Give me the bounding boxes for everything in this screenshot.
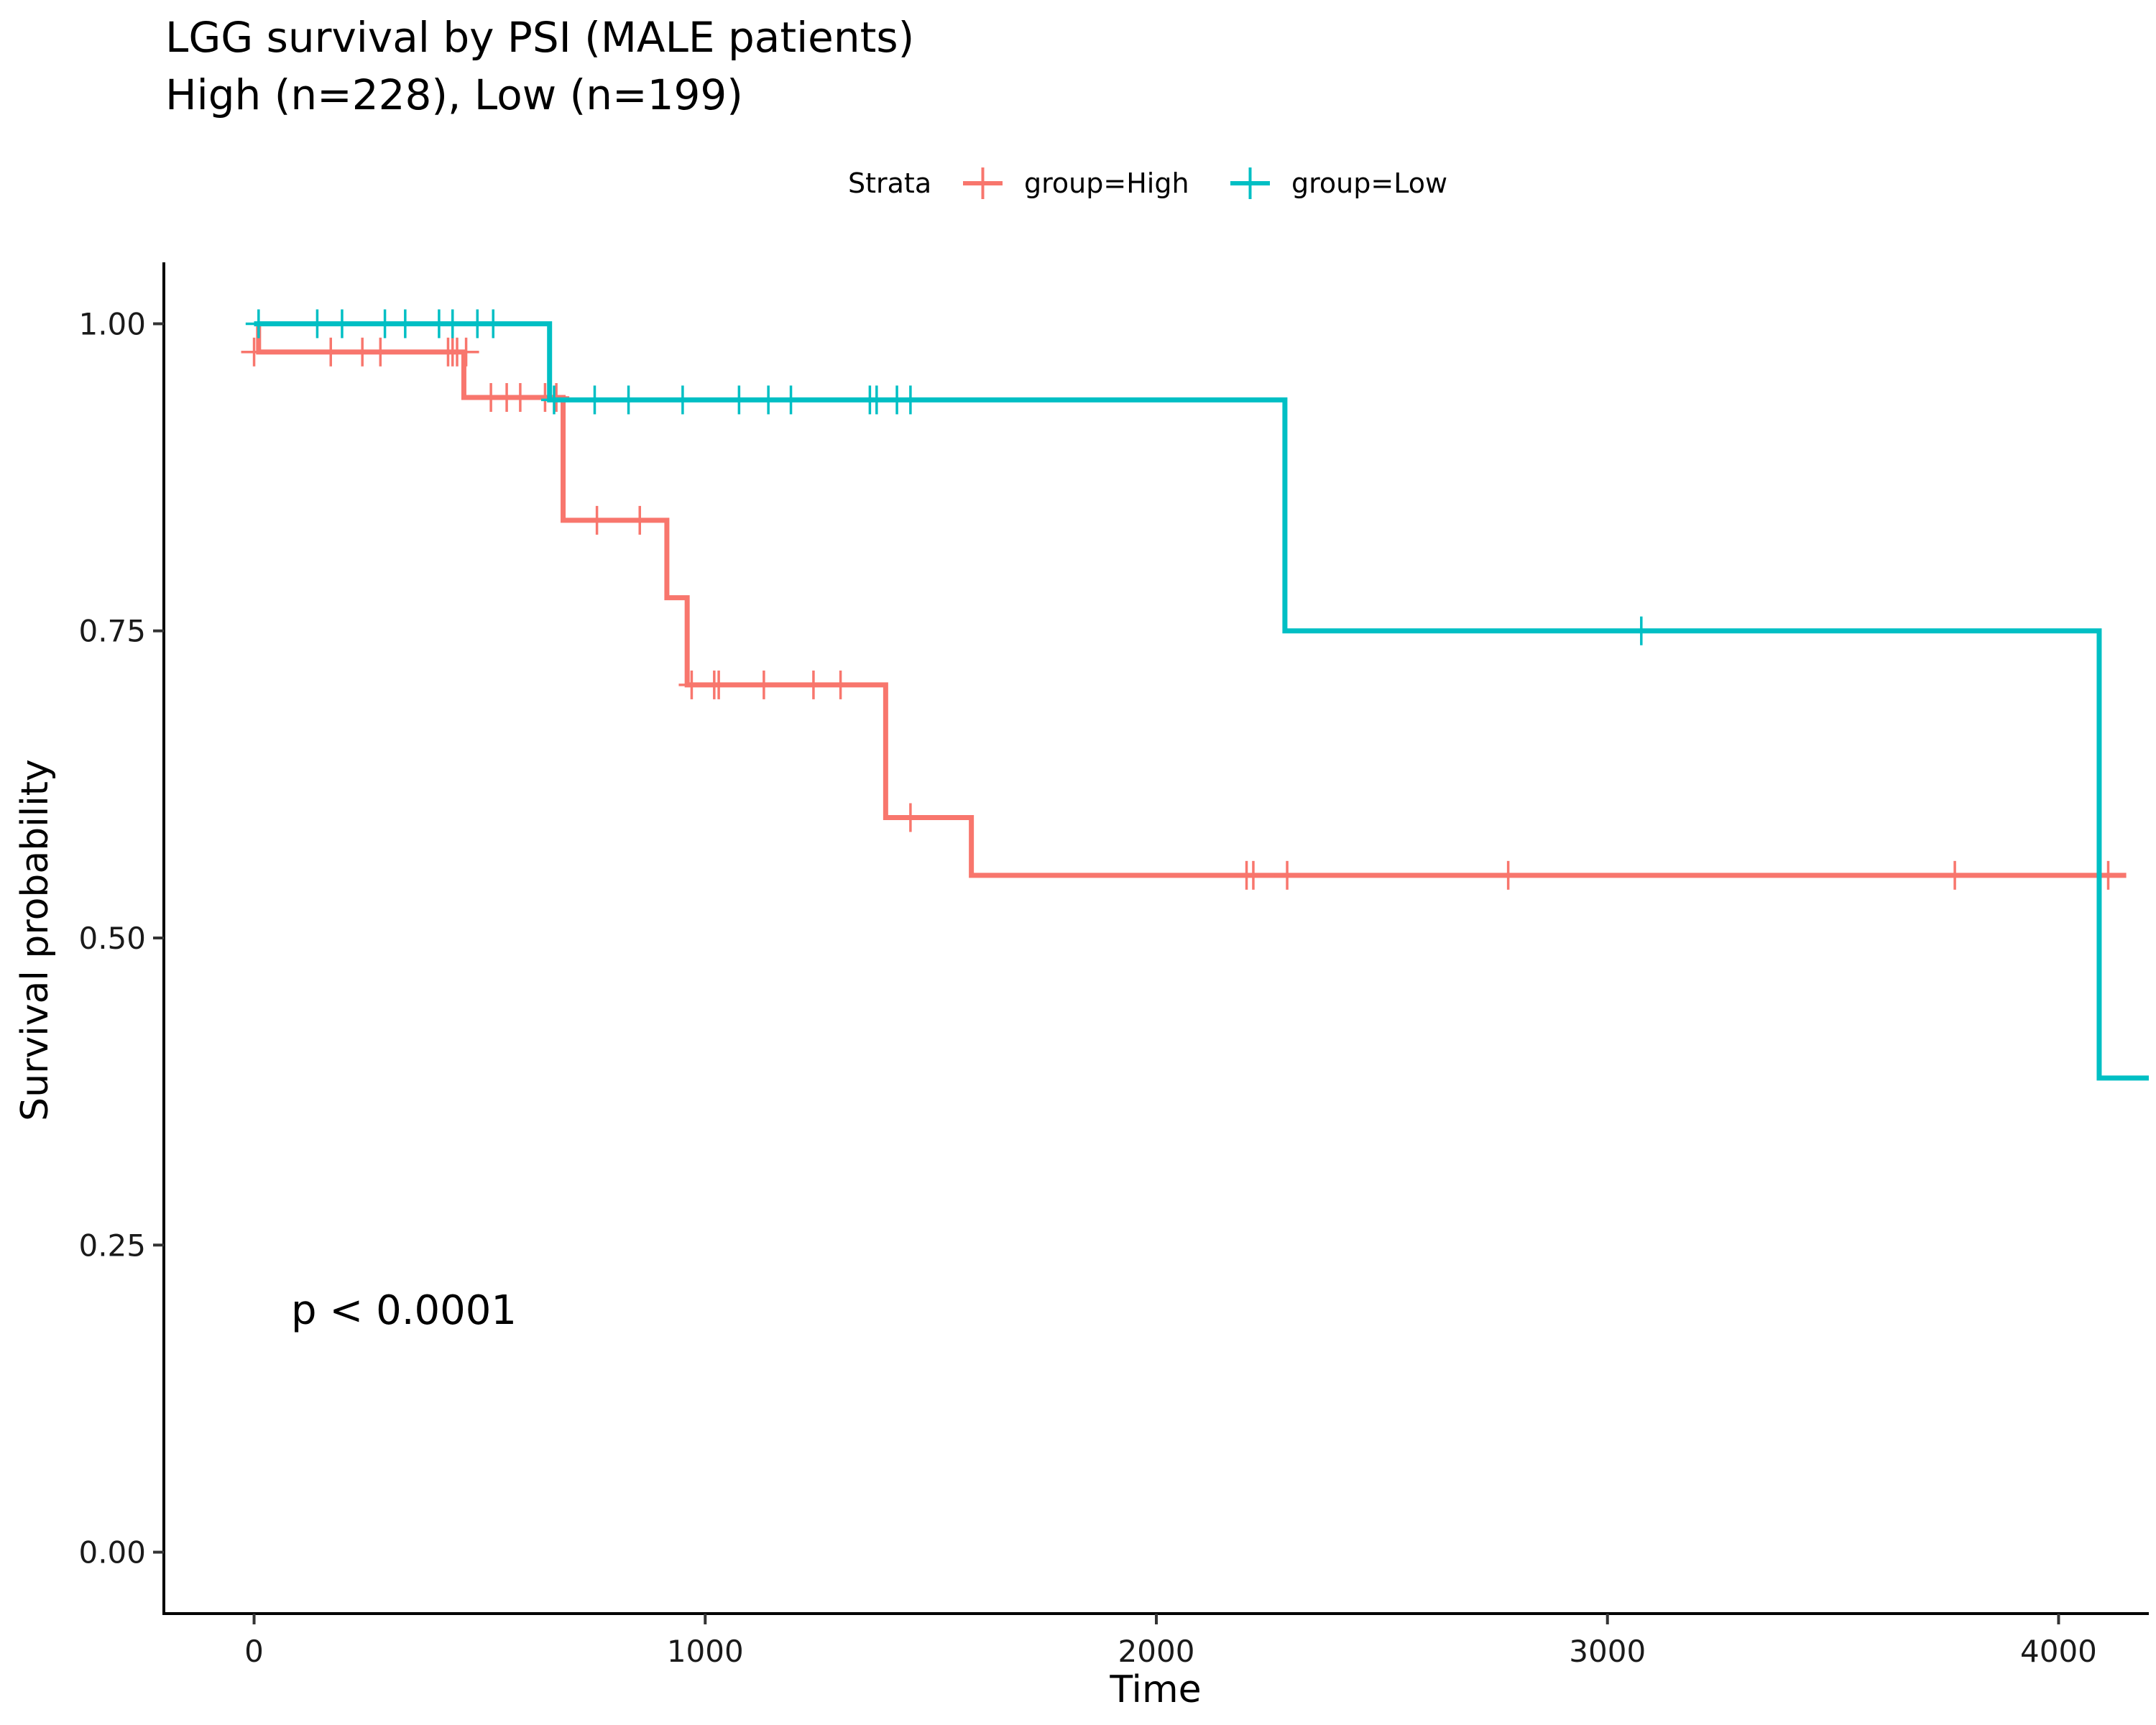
x-tick-label: 1000 [667, 1634, 744, 1669]
legend-label-high: group=High [1024, 167, 1189, 199]
y-tick-label: 0.25 [78, 1228, 146, 1263]
p-value-annotation: p < 0.0001 [291, 1287, 517, 1334]
y-axis-ticks: 0.00 0.25 0.50 0.75 1.00 [78, 306, 164, 1570]
survival-curve-group-low [254, 321, 2149, 1081]
y-tick-label: 0.75 [78, 614, 146, 649]
y-tick-label: 0.50 [78, 921, 146, 956]
x-axis-title: Time [1109, 1668, 1201, 1711]
legend: Strata group=High group=Low [848, 167, 1447, 199]
legend-label-low: group=Low [1291, 167, 1447, 199]
legend-item-high: group=High [963, 167, 1189, 199]
x-axis-ticks: 0 1000 2000 3000 4000 [244, 1614, 2097, 1669]
legend-title: Strata [848, 167, 931, 199]
chart-subtitle: High (n=228), Low (n=199) [165, 70, 743, 119]
x-tick-label: 4000 [2020, 1634, 2097, 1669]
legend-item-low: group=Low [1230, 167, 1447, 199]
x-tick-label: 0 [244, 1634, 264, 1669]
y-tick-label: 1.00 [78, 306, 146, 341]
y-tick-label: 0.00 [78, 1535, 146, 1570]
x-tick-label: 2000 [1118, 1634, 1195, 1669]
plot-area [241, 309, 2149, 1081]
series-group-low [245, 309, 2149, 1081]
y-axis-title: Survival probability [14, 759, 57, 1121]
chart-title: LGG survival by PSI (MALE patients) [165, 13, 914, 62]
x-tick-label: 3000 [1569, 1634, 1646, 1669]
